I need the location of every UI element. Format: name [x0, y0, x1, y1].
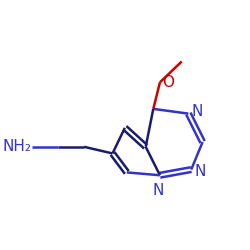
Text: N: N [152, 183, 164, 198]
Text: NH₂: NH₂ [3, 139, 32, 154]
Text: O: O [162, 75, 174, 90]
Text: N: N [191, 104, 202, 119]
Text: N: N [194, 164, 205, 179]
